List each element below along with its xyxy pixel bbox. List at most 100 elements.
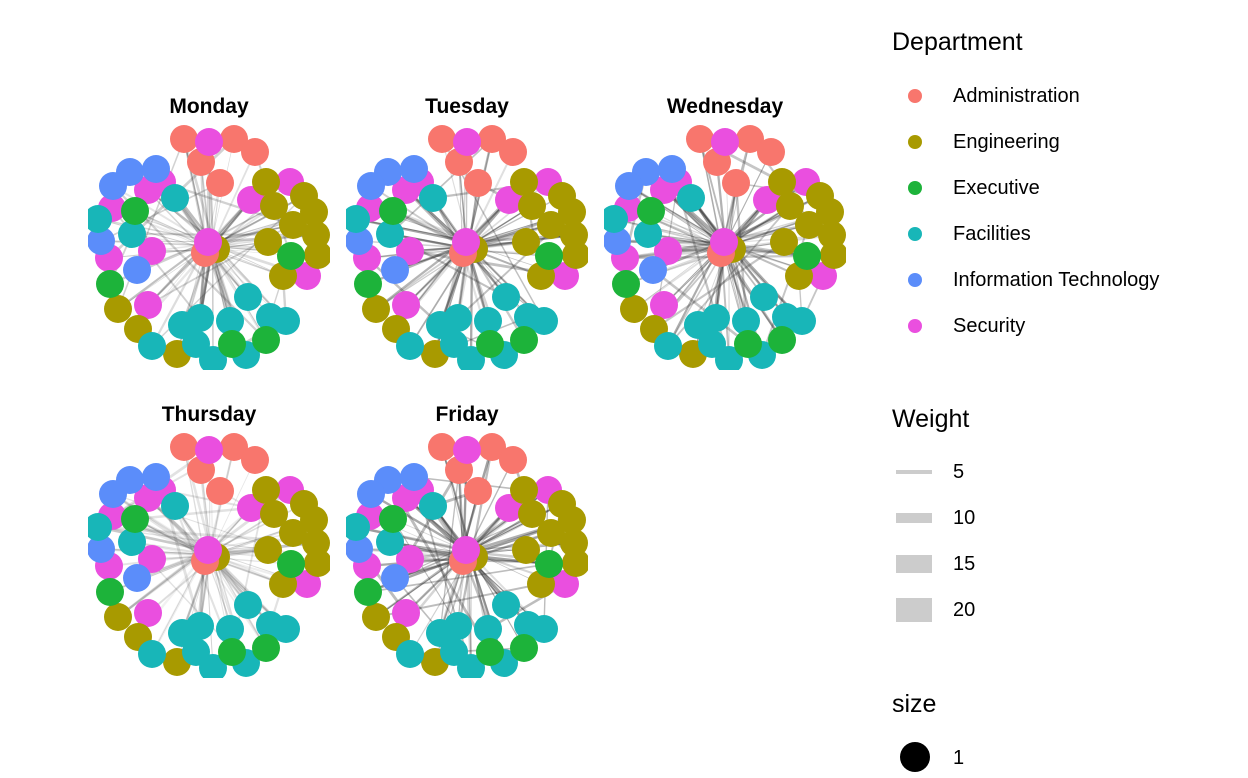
legend-dot (908, 181, 922, 195)
node-executive (218, 330, 246, 358)
node-security (195, 128, 223, 156)
node-executive (510, 634, 538, 662)
node-executive (121, 505, 149, 533)
node-facilities (750, 283, 778, 311)
nodes (84, 125, 332, 374)
node-facilities (161, 492, 189, 520)
legend-label: Facilities (953, 223, 1031, 246)
legend-dot (908, 319, 922, 333)
node-facilities (492, 283, 520, 311)
node-facilities (396, 332, 424, 360)
network-plot (342, 125, 590, 374)
weight-label: 20 (953, 599, 975, 622)
legend-item-engineering: Engineering (892, 122, 1232, 162)
weight-bar (896, 513, 932, 524)
node-engineering (104, 295, 132, 323)
node-security (453, 128, 481, 156)
panel-title: Thursday (162, 403, 257, 426)
node-information-technology (123, 256, 151, 284)
node-facilities (419, 184, 447, 212)
node-security (453, 436, 481, 464)
node-engineering (252, 476, 280, 504)
node-information-technology (357, 172, 385, 200)
legend-key (896, 214, 932, 254)
node-administration (464, 477, 492, 505)
node-executive (354, 270, 382, 298)
legend-item-executive: Executive (892, 168, 1232, 208)
node-security (452, 228, 480, 256)
node-executive (218, 638, 246, 666)
weight-key (896, 452, 932, 492)
panel-title: Wednesday (667, 95, 784, 118)
node-administration (686, 125, 714, 153)
legend-label: Administration (953, 85, 1080, 108)
node-engineering (104, 603, 132, 631)
node-facilities (234, 283, 262, 311)
node-executive (379, 505, 407, 533)
node-information-technology (381, 256, 409, 284)
node-executive (612, 270, 640, 298)
node-facilities (677, 184, 705, 212)
node-facilities (419, 492, 447, 520)
weight-bar (896, 555, 932, 572)
panel-wednesday: Wednesday (600, 95, 848, 374)
size-legend-item: 1 (892, 738, 1232, 778)
panel-monday: Monday (84, 95, 332, 374)
legend-dot (908, 135, 922, 149)
node-administration (722, 169, 750, 197)
panel-thursday: Thursday (84, 403, 332, 682)
node-facilities (654, 332, 682, 360)
node-facilities (138, 640, 166, 668)
weight-key (896, 544, 932, 584)
legend-item-facilities: Facilities (892, 214, 1232, 254)
node-executive (96, 270, 124, 298)
node-executive (793, 242, 821, 270)
weight-legend-item: 10 (892, 498, 1232, 538)
node-information-technology (381, 564, 409, 592)
department-legend-title: Department (892, 28, 1023, 57)
legend-dot (908, 227, 922, 241)
network-facets: Monday Tuesday Wednesday Thursday Friday (0, 0, 880, 768)
legend-item-administration: Administration (892, 76, 1232, 116)
weight-bar (896, 470, 932, 474)
node-administration (464, 169, 492, 197)
node-executive (476, 638, 504, 666)
node-engineering (304, 549, 332, 577)
node-security (710, 228, 738, 256)
legend-item-security: Security (892, 306, 1232, 346)
node-administration (757, 138, 785, 166)
legend-key (896, 168, 932, 208)
node-facilities (342, 205, 370, 233)
size-legend-title: size (892, 690, 936, 719)
panel-title: Monday (169, 95, 249, 118)
node-security (392, 599, 420, 627)
node-administration (499, 446, 527, 474)
network-plot (342, 433, 590, 682)
node-facilities (600, 205, 628, 233)
weight-legend-item: 5 (892, 452, 1232, 492)
legend-label: Engineering (953, 131, 1060, 154)
node-information-technology (99, 172, 127, 200)
size-label: 1 (953, 747, 964, 770)
node-engineering (562, 241, 590, 269)
node-security (194, 536, 222, 564)
node-administration (241, 446, 269, 474)
weight-legend-item: 20 (892, 590, 1232, 630)
node-executive (734, 330, 762, 358)
weight-key (896, 498, 932, 538)
node-information-technology (123, 564, 151, 592)
panel-tuesday: Tuesday (342, 95, 590, 374)
weight-legend-title: Weight (892, 405, 969, 434)
node-executive (379, 197, 407, 225)
panel-title: Friday (435, 403, 498, 426)
node-information-technology (99, 480, 127, 508)
legend-key (896, 260, 932, 300)
node-facilities (342, 513, 370, 541)
node-facilities (161, 184, 189, 212)
node-engineering (252, 168, 280, 196)
node-information-technology (357, 480, 385, 508)
node-administration (170, 125, 198, 153)
panel-title: Tuesday (425, 95, 509, 118)
node-engineering (362, 603, 390, 631)
node-facilities (84, 513, 112, 541)
